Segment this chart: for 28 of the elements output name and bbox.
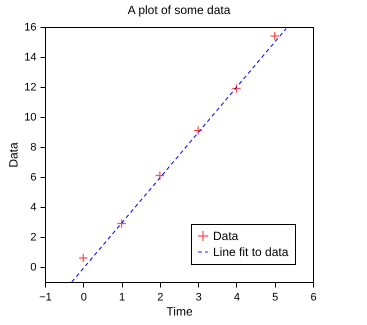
point [270, 31, 280, 41]
x-axis-title: Time [166, 304, 193, 318]
y-tick-label: 2 [30, 232, 36, 244]
x-tick-label: 0 [80, 292, 87, 304]
point [116, 218, 126, 228]
x-tick-label: 6 [310, 292, 317, 304]
chart-title: A plot of some data [128, 3, 231, 17]
y-tick-label: 16 [24, 22, 36, 34]
y-tick-label: 0 [30, 262, 36, 274]
x-tick-label: 1 [119, 292, 126, 304]
point [232, 84, 242, 94]
point [193, 126, 203, 136]
y-tick-label: 6 [30, 172, 36, 184]
y-tick-label: 8 [30, 142, 36, 154]
x-tick-label: 4 [234, 292, 240, 304]
x-tick-label: 5 [272, 292, 278, 304]
x-tick-label: 3 [196, 292, 202, 304]
x-tick-label: −1 [39, 292, 52, 304]
x-tick-label: 2 [157, 292, 164, 304]
y-tick-label: 12 [24, 82, 36, 94]
legend-label: Data [213, 229, 239, 243]
y-tick-label: 10 [24, 112, 36, 124]
legend-label: Line fit to data [213, 245, 289, 259]
point [155, 170, 165, 180]
y-tick-label: 14 [24, 52, 36, 64]
point [78, 253, 88, 263]
y-tick-label: 4 [30, 202, 36, 214]
y-axis-title: Data [6, 142, 20, 168]
